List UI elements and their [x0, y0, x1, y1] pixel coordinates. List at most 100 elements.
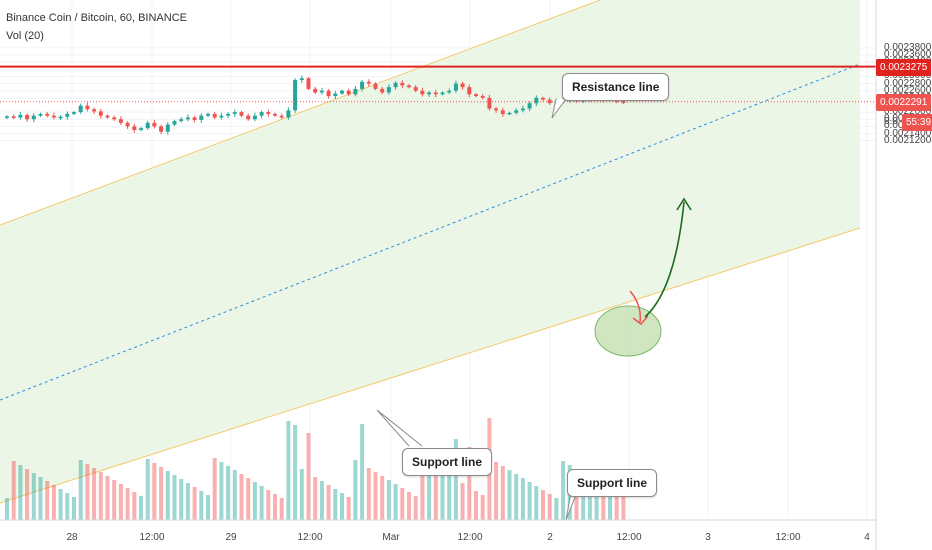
candle-body	[534, 97, 539, 104]
volume-bar	[554, 498, 559, 520]
price-tick-label: 0.0023800	[884, 41, 932, 53]
volume-bar	[480, 495, 485, 520]
candle-body	[145, 122, 150, 129]
candle-body	[65, 113, 70, 117]
price-tick-label: 0.0023600	[884, 49, 932, 60]
candle-body	[58, 116, 63, 119]
volume-bar	[306, 433, 311, 520]
volume-bar	[447, 475, 452, 520]
volume-bar	[407, 492, 411, 520]
candle-body	[232, 112, 237, 114]
volume-bar	[112, 480, 117, 520]
support-callout[interactable]: Support line	[402, 448, 492, 476]
price-tick-label: 0.0022000	[884, 106, 932, 118]
volume-bar	[232, 470, 237, 520]
volume-bar	[366, 468, 371, 520]
volume-bar	[159, 467, 164, 520]
candle-body	[31, 115, 36, 120]
time-tick-label: 12:00	[297, 532, 323, 543]
callout-pointer	[551, 98, 567, 119]
candle-body	[353, 88, 358, 95]
volume-bar	[299, 469, 304, 520]
time-tick-label: 12:00	[616, 532, 642, 543]
volume-bar	[286, 421, 291, 520]
candle-body	[500, 110, 505, 114]
candle-body	[480, 96, 485, 98]
candle-body	[393, 82, 398, 88]
volume-bar	[58, 489, 63, 520]
candle-body	[433, 92, 438, 95]
candle-body	[165, 124, 170, 132]
candle-body	[541, 97, 545, 100]
time-tick-label: 12:00	[457, 532, 483, 543]
candle-body	[112, 117, 117, 120]
price-axis-partial-tick: 0.0	[884, 115, 898, 127]
candle-body	[192, 117, 197, 120]
candle-body	[474, 94, 478, 97]
candle-body	[125, 122, 130, 127]
callout-pointer	[376, 409, 423, 447]
candle-body	[380, 88, 385, 93]
volume-bar	[614, 493, 619, 520]
candle-body	[514, 110, 519, 113]
volume-bar	[105, 476, 110, 520]
volume-bar	[65, 493, 70, 520]
volume-bar	[400, 488, 405, 520]
candle-body	[206, 113, 210, 116]
volume-bar	[393, 484, 398, 520]
candle-body	[407, 85, 411, 88]
volume-bar	[453, 439, 458, 520]
volume-bar	[246, 478, 251, 520]
volume-bar	[433, 467, 438, 520]
time-tick-label: 4	[864, 532, 870, 543]
price-tick-label: 0.0021200	[884, 134, 932, 146]
volume-bar	[172, 475, 177, 520]
volume-bar	[125, 488, 130, 520]
support-zone-ellipse	[594, 305, 662, 357]
volume-bar	[561, 461, 566, 520]
volume-bar	[145, 459, 150, 520]
time-tick-label: 28	[66, 532, 78, 543]
volume-bar	[38, 477, 43, 520]
volume-bar	[594, 481, 599, 520]
resistance-callout[interactable]: Resistance line	[562, 73, 670, 101]
volume-bar	[239, 474, 244, 520]
candle-body	[118, 119, 123, 123]
candle-body	[621, 101, 626, 103]
symbol-title: Binance Coin / Bitcoin, 60, BINANCE	[6, 12, 187, 24]
candle-body	[420, 90, 425, 95]
volume-bar	[85, 464, 90, 520]
price-tick-label: 0.0021400	[884, 127, 932, 139]
volume-bar	[185, 483, 190, 520]
volume-bar	[139, 496, 143, 520]
volume-bar	[219, 462, 224, 520]
candle-body	[453, 83, 458, 91]
volume-bar	[420, 459, 425, 520]
volume-bar	[11, 461, 16, 520]
time-tick-label: 12:00	[139, 532, 165, 543]
candle-body	[447, 90, 452, 93]
candle-body	[212, 113, 217, 118]
candle-body	[259, 112, 264, 116]
candle-body	[386, 87, 391, 93]
candle-body	[306, 78, 311, 89]
volume-bar	[587, 477, 592, 520]
volume-bar	[98, 472, 103, 520]
candle-body	[172, 121, 177, 125]
price-tick-label: 0.0022600	[884, 84, 932, 96]
volume-indicator-label: Vol (20)	[6, 30, 44, 42]
candle-body	[487, 97, 492, 109]
candle-body	[226, 113, 231, 116]
volume-bar	[252, 482, 257, 520]
channel-lower-line	[0, 227, 861, 504]
volume-bar	[474, 491, 478, 520]
support-callout-2[interactable]: Support line	[567, 469, 657, 497]
candle-body	[299, 78, 304, 80]
volume-bar	[132, 492, 137, 520]
volume-bar	[92, 468, 97, 520]
volume-bar	[427, 463, 432, 520]
candle-body	[179, 119, 184, 122]
volume-bar	[266, 490, 271, 520]
candle-body	[413, 87, 418, 91]
